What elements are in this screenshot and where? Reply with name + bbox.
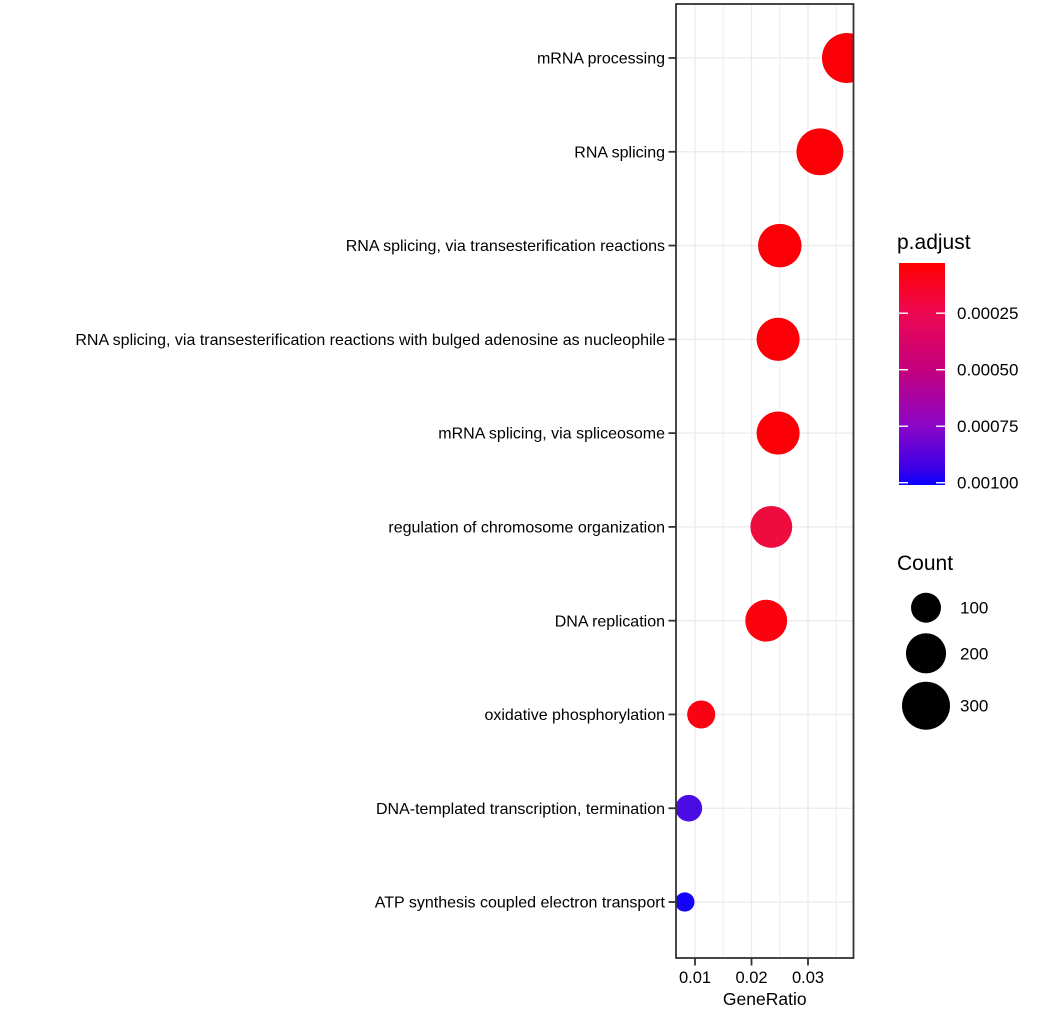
y-axis-label: RNA splicing, via transesterification re…	[75, 332, 665, 349]
y-axis-label: DNA replication	[555, 613, 665, 630]
y-axis-label: ATP synthesis coupled electron transport	[375, 895, 666, 912]
padjust-tick-label: 0.00100	[957, 474, 1018, 493]
y-axis-label: DNA-templated transcription, termination	[376, 801, 665, 818]
y-axis-label: mRNA splicing, via spliceosome	[438, 426, 665, 443]
count-legend-label: 100	[960, 599, 988, 618]
y-axis-label: RNA splicing, via transesterification re…	[346, 238, 665, 255]
data-points	[676, 32, 854, 912]
padjust-gradient-bar	[899, 263, 945, 485]
axes: mRNA processing RNA splicing RNA splicing,…	[75, 51, 824, 987]
panel-border	[675, 3, 855, 959]
y-axis-label: mRNA processing	[537, 51, 665, 68]
enrichment-dot	[821, 32, 854, 84]
padjust-tick-label: 0.00050	[957, 361, 1018, 380]
count-legend-label: 300	[960, 697, 988, 716]
y-axis-label: RNA splicing	[574, 144, 665, 161]
enrichment-dot	[756, 317, 800, 361]
x-axis-title: GeneRatio	[723, 989, 807, 1009]
padjust-legend-ticks: 0.00025 0.00050 0.00075 0.00100	[899, 304, 1018, 493]
x-axis-tick-label: 0.02	[735, 969, 767, 987]
enrichment-dot	[750, 505, 793, 548]
enrichment-dot	[796, 128, 844, 176]
enrichment-dot	[676, 794, 703, 822]
y-axis-label: regulation of chromosome organization	[388, 520, 665, 537]
y-axis-label: oxidative phosphorylation	[484, 707, 665, 724]
count-legend-entries: 100 200 300	[902, 592, 988, 730]
enrichment-dot	[758, 223, 802, 268]
count-legend: Count 100 200 300	[897, 552, 988, 730]
x-axis-tick-label: 0.01	[679, 969, 711, 987]
count-legend-circle	[905, 633, 947, 674]
count-legend-circle	[902, 681, 950, 730]
x-axis-tick-label: 0.03	[792, 969, 824, 987]
enrichment-dot	[756, 411, 800, 455]
count-legend-circle	[911, 592, 941, 623]
padjust-legend: p.adjust 0.00025 0.00050 0.00075 0.00100	[897, 231, 1018, 493]
enrichment-dot	[745, 599, 788, 642]
count-legend-title: Count	[897, 552, 953, 575]
padjust-tick-label: 0.00025	[957, 304, 1018, 323]
padjust-tick-label: 0.00075	[957, 417, 1018, 436]
enrichment-dot	[687, 700, 716, 729]
padjust-legend-title: p.adjust	[897, 231, 971, 254]
enrichment-dot	[676, 892, 695, 912]
count-legend-label: 200	[960, 644, 988, 663]
